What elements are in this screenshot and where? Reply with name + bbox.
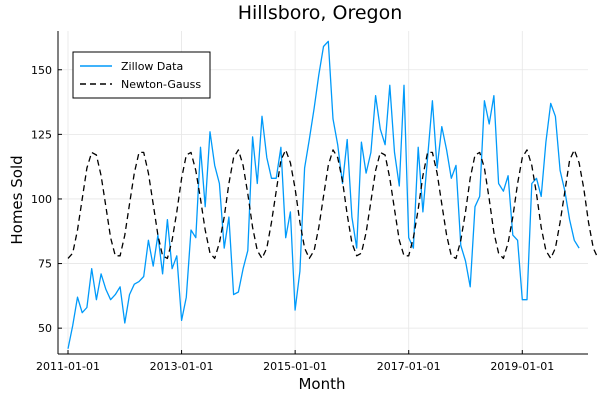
x-tick-label: 2015-01-01: [263, 360, 327, 373]
y-tick-label: 75: [38, 258, 52, 271]
series-layer: [67, 40, 599, 349]
x-tick-label: 2011-01-01: [36, 360, 100, 373]
axes: [57, 31, 588, 355]
x-ticks: 2011-01-01 2013-01-01 2015-01-01 2017-01-01…: [36, 350, 554, 373]
y-axis-label: Homes Sold: [8, 155, 26, 244]
chart-title: Hillsboro, Oregon: [238, 2, 403, 24]
y-tick-label: 100: [31, 193, 52, 206]
legend-label-newton-gauss: Newton-Gauss: [121, 78, 201, 91]
y-tick-label: 125: [31, 128, 52, 141]
y-tick-label: 150: [31, 64, 52, 77]
y-tick-label: 50: [38, 322, 52, 335]
x-tick-label: 2019-01-01: [490, 360, 554, 373]
legend-box: [72, 51, 211, 99]
series-line-newton-gauss: [67, 149, 599, 260]
x-tick-label: 2013-01-01: [150, 360, 214, 373]
series-line-zillow-data: [67, 40, 580, 349]
legend-label-zillow-data: Zillow Data: [121, 60, 183, 73]
x-tick-label: 2017-01-01: [377, 360, 441, 373]
legend: Zillow Data Newton-Gauss: [72, 51, 211, 99]
y-ticks: 50 75 100 125 150: [31, 64, 62, 335]
x-axis-label: Month: [298, 375, 345, 393]
